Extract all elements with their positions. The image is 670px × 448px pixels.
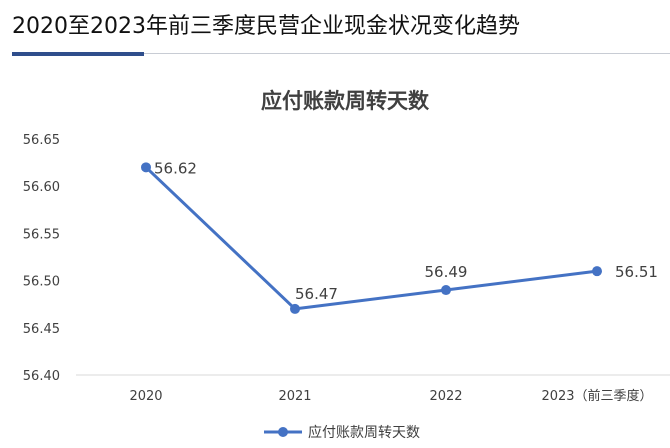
legend: 应付账款周转天数 <box>264 424 420 441</box>
series-line <box>144 166 598 311</box>
y-tick-label: 56.45 <box>23 322 60 337</box>
legend-label: 应付账款周转天数 <box>308 424 420 441</box>
x-tick-label: 2022 <box>429 389 462 404</box>
data-label: 56.62 <box>154 159 197 177</box>
x-tick-label: 2020 <box>129 389 162 404</box>
y-tick-label: 56.50 <box>23 275 60 290</box>
y-tick-label: 56.65 <box>23 133 60 148</box>
data-point <box>592 266 602 277</box>
x-axis-ticks: 2020 2021 2022 2023（前三季度） <box>129 388 652 404</box>
y-tick-label: 56.55 <box>23 227 60 242</box>
data-label: 56.49 <box>425 263 468 281</box>
legend-marker <box>278 427 288 437</box>
data-label: 56.51 <box>615 263 658 281</box>
y-tick-label: 56.40 <box>23 369 60 384</box>
data-point <box>290 303 300 314</box>
page-title: 2020至2023年前三季度民营企业现金状况变化趋势 <box>12 14 520 39</box>
data-label: 56.47 <box>295 285 338 303</box>
header-accent-bar <box>12 52 144 56</box>
series-group: 56.62 56.47 56.49 56.51 <box>141 159 658 314</box>
header-divider <box>12 53 670 54</box>
chart-title: 应付账款周转天数 <box>261 89 430 113</box>
x-tick-label: 2023（前三季度） <box>541 388 652 404</box>
y-axis-ticks: 56.40 56.45 56.50 56.55 56.60 56.65 <box>23 133 60 384</box>
data-point <box>441 285 451 296</box>
x-tick-label: 2021 <box>278 389 311 404</box>
y-tick-label: 56.60 <box>23 180 60 195</box>
data-point <box>141 162 151 173</box>
